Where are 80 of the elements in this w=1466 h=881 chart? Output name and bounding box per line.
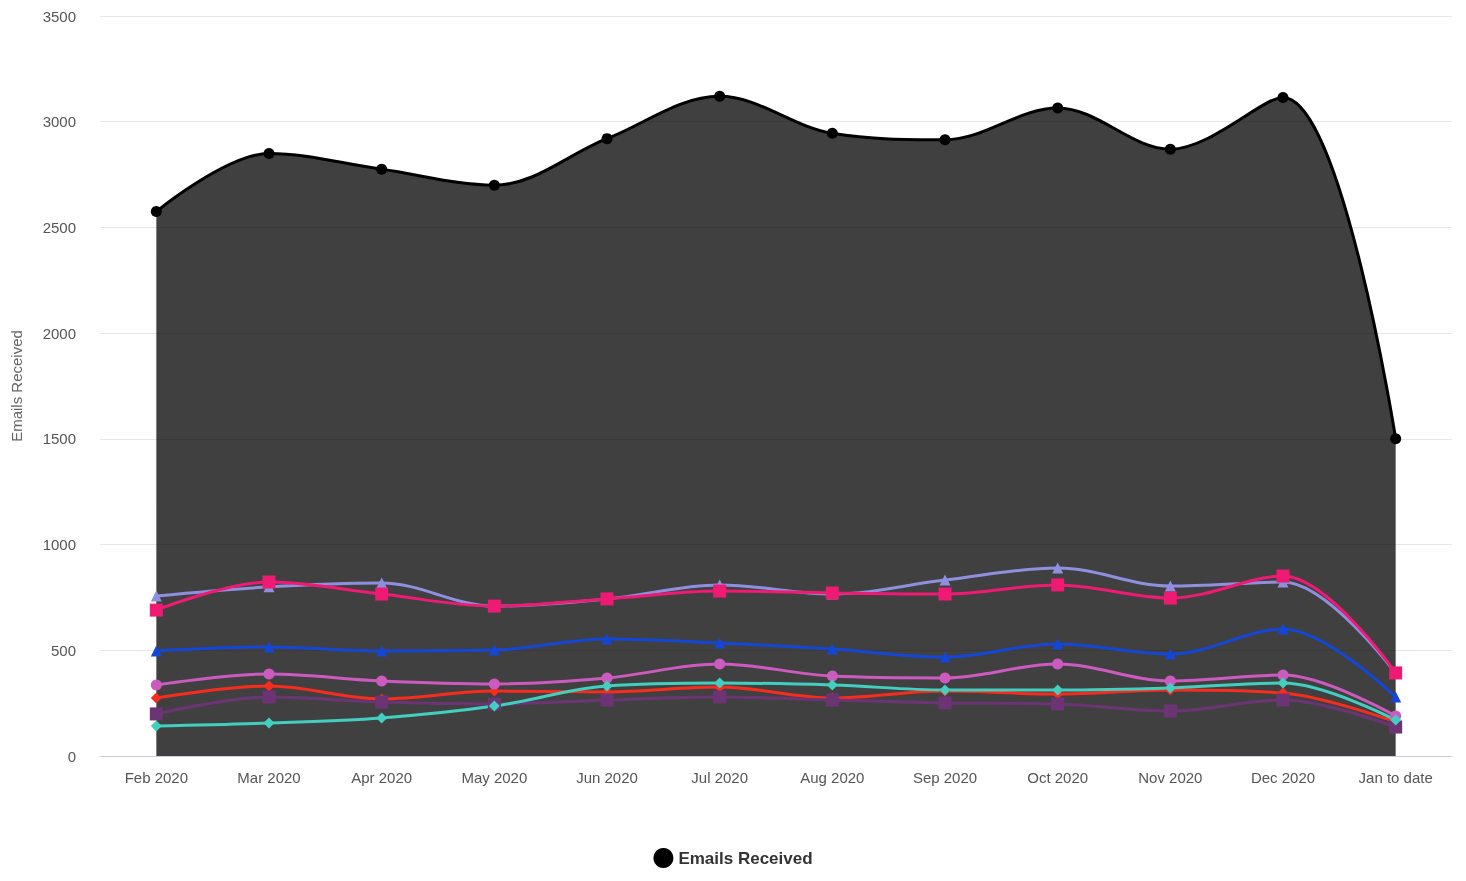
point <box>713 584 727 598</box>
point <box>150 590 162 602</box>
point <box>939 134 951 146</box>
point <box>939 574 951 586</box>
point <box>1390 691 1402 703</box>
point <box>938 587 952 601</box>
point <box>376 675 388 687</box>
point <box>1164 580 1176 592</box>
x-tick-label: Jul 2020 <box>691 769 749 786</box>
point <box>1277 91 1289 103</box>
point <box>150 206 162 218</box>
point <box>262 575 276 589</box>
y-tick-label: 2500 <box>42 218 76 236</box>
point <box>1277 677 1289 689</box>
point <box>1163 704 1177 718</box>
point <box>263 147 275 159</box>
point <box>1276 569 1290 583</box>
y-axis-title: Emails Received <box>8 330 25 442</box>
point <box>150 692 162 704</box>
x-tick-label: Sep 2020 <box>912 769 978 786</box>
y-tick-label: 1500 <box>42 430 76 448</box>
point <box>826 670 838 682</box>
point <box>262 690 276 704</box>
point <box>1052 102 1064 114</box>
point <box>149 707 163 721</box>
legend-label: Emails Received <box>678 848 813 868</box>
point <box>939 651 951 663</box>
point <box>713 690 727 704</box>
point <box>375 587 389 601</box>
x-tick-label: Jun 2020 <box>576 769 638 786</box>
point <box>1163 591 1177 605</box>
point <box>150 645 162 657</box>
point <box>826 127 838 139</box>
point <box>376 645 388 657</box>
point <box>1164 143 1176 155</box>
point <box>150 679 162 691</box>
x-tick-label: Aug 2020 <box>800 769 865 786</box>
point <box>1052 638 1064 650</box>
x-tick-label: Jan to date <box>1358 769 1433 786</box>
y-tick-label: 500 <box>50 641 76 659</box>
y-tick-label: 3500 <box>42 7 76 25</box>
point <box>1051 578 1065 592</box>
point <box>488 678 500 690</box>
point <box>1164 648 1176 660</box>
point <box>601 680 613 692</box>
point <box>1390 433 1402 445</box>
point <box>600 693 614 707</box>
y-tick-label: 0 <box>67 747 76 765</box>
point <box>1051 697 1065 711</box>
x-tick-label: Feb 2020 <box>124 769 189 786</box>
point <box>714 637 726 649</box>
point <box>1276 693 1290 707</box>
x-tick-label: May 2020 <box>461 769 528 786</box>
point <box>714 90 726 102</box>
point <box>263 717 275 729</box>
point <box>938 696 952 710</box>
x-tick-label: Apr 2020 <box>351 769 413 786</box>
point <box>376 163 388 175</box>
point <box>149 603 163 617</box>
y-tick-label: 2000 <box>42 324 76 342</box>
point <box>263 641 275 653</box>
point <box>150 720 162 732</box>
x-tick-label: Nov 2020 <box>1138 769 1203 786</box>
point <box>1052 562 1064 574</box>
y-tick-label: 1000 <box>42 536 76 554</box>
point <box>263 668 275 680</box>
point <box>601 633 613 645</box>
point <box>1277 623 1289 635</box>
y-tick-label: 3000 <box>42 113 76 131</box>
point <box>939 672 951 684</box>
point <box>714 658 726 670</box>
point <box>488 179 500 191</box>
point <box>601 133 613 145</box>
x-tick-label: Dec 2020 <box>1250 769 1316 786</box>
point <box>826 643 838 655</box>
x-tick-label: Mar 2020 <box>237 769 301 786</box>
point <box>1052 658 1064 670</box>
point <box>263 680 275 692</box>
point <box>488 644 500 656</box>
x-tick-label: Oct 2020 <box>1027 769 1089 786</box>
